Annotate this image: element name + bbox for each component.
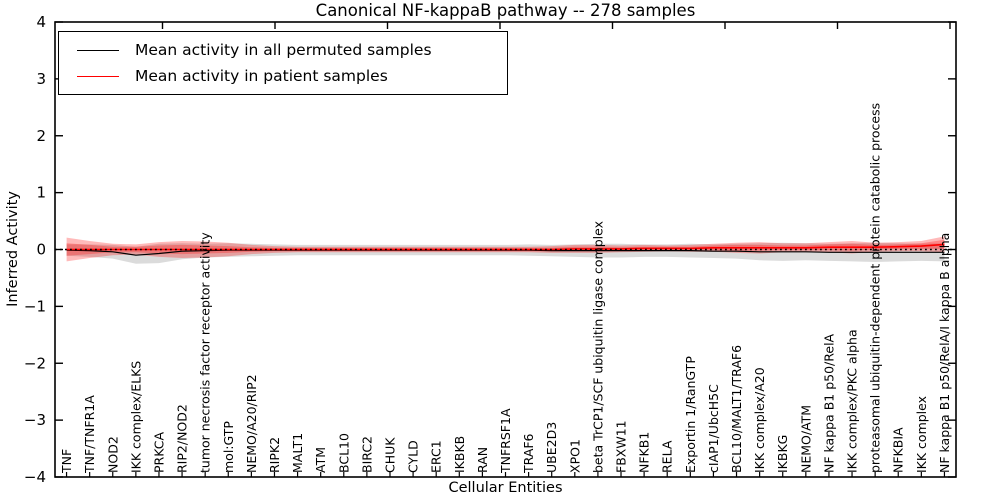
- x-tick-label: RAN: [475, 447, 490, 473]
- x-tick-label: NF kappa B1 p50/RelA/I kappa B alpha: [937, 233, 952, 473]
- x-tick-label: MALT1: [290, 433, 305, 473]
- x-tick-label: TNF/TNFR1A: [82, 395, 97, 474]
- x-tick-label: PRKCA: [152, 432, 167, 473]
- x-tick-label: FBXW11: [614, 420, 629, 473]
- x-tick-label: XPO1: [567, 439, 582, 473]
- x-tick-label: NEMO/ATM: [798, 405, 813, 473]
- x-tick-label: cIAP1/UbcH5C: [706, 384, 721, 473]
- x-tick-label: UBE2D3: [544, 422, 559, 473]
- legend: Mean activity in all permuted samples Me…: [58, 31, 508, 95]
- x-tick-label: tumor necrosis factor receptor activity: [198, 232, 213, 473]
- x-tick-label: proteasomal ubiquitin-dependent protein …: [868, 103, 883, 473]
- x-tick-label: NOD2: [105, 436, 120, 473]
- x-tick-label: NEMO/A20/RIP2: [244, 374, 259, 473]
- x-tick-label: ERC1: [429, 440, 444, 473]
- x-tick-label: IKK complex: [914, 396, 929, 473]
- x-tick-label: IKBKG: [775, 435, 790, 473]
- y-axis-label: Inferred Activity: [5, 191, 21, 307]
- y-tick-label: 0: [36, 241, 46, 259]
- x-tick-label: IKBKB: [452, 436, 467, 473]
- y-tick-label: 3: [36, 70, 46, 88]
- x-tick-label: RELA: [660, 440, 675, 473]
- x-tick-label: RIP2/NOD2: [175, 404, 190, 473]
- x-tick-label: IKK complex/PKC alpha: [845, 329, 860, 473]
- x-tick-label: TRAF6: [521, 433, 536, 474]
- y-tick-label: −4: [24, 468, 46, 486]
- x-tick-label: ATM: [313, 447, 328, 473]
- y-tick-label: 1: [36, 184, 46, 202]
- x-tick-label: NFKB1: [637, 432, 652, 473]
- x-axis-label: Cellular Entities: [448, 480, 563, 496]
- x-tick-label: RIPK2: [267, 437, 282, 473]
- legend-line-swatch-red: [77, 75, 119, 77]
- legend-line-swatch-black: [77, 49, 119, 51]
- legend-label-permuted: Mean activity in all permuted samples: [135, 41, 432, 59]
- patient-std-band-inner: [66, 239, 945, 256]
- chart-title: Canonical NF-kappaB pathway -- 278 sampl…: [315, 1, 696, 20]
- x-tick-label: Exportin 1/RanGTP: [683, 356, 698, 473]
- y-tick-label: −1: [24, 297, 46, 315]
- y-tick-label: −2: [24, 354, 46, 372]
- legend-label-patient: Mean activity in patient samples: [135, 67, 388, 85]
- x-tick-label: TNFRSF1A: [498, 408, 513, 474]
- x-tick-label: mol:GTP: [221, 421, 236, 473]
- y-tick-label: 2: [36, 127, 46, 145]
- x-tick-label: CYLD: [406, 440, 421, 473]
- x-tick-label: IKK complex/ELKS: [128, 361, 143, 473]
- x-tick-label: NF kappa B1 p50/RelA: [821, 333, 836, 473]
- x-tick-label: beta TrCP1/SCF ubiquitin ligase complex: [590, 221, 605, 473]
- x-tick-label: BIRC2: [359, 436, 374, 473]
- x-tick-label: TNF: [59, 449, 74, 474]
- legend-item-patient: Mean activity in patient samples: [59, 63, 497, 89]
- x-tick-label: BCL10: [336, 433, 351, 473]
- y-tick-label: 4: [36, 13, 46, 31]
- x-tick-label: CHUK: [383, 437, 398, 473]
- legend-item-permuted: Mean activity in all permuted samples: [59, 37, 497, 63]
- x-tick-label: BCL10/MALT1/TRAF6: [729, 345, 744, 473]
- x-tick-label: IKK complex/A20: [752, 367, 767, 473]
- x-tick-label: NFKBIA: [891, 427, 906, 473]
- y-tick-label: −3: [24, 411, 46, 429]
